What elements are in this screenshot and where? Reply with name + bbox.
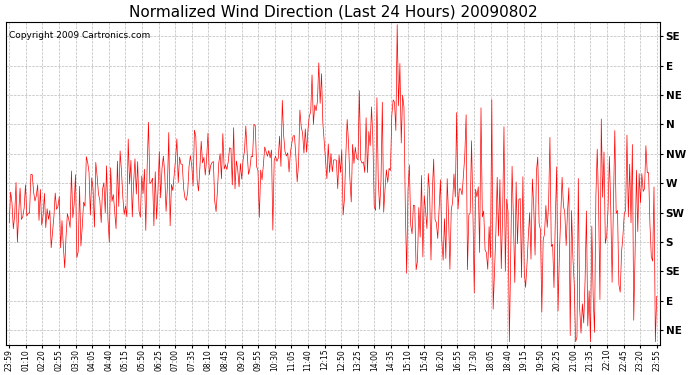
Title: Normalized Wind Direction (Last 24 Hours) 20090802: Normalized Wind Direction (Last 24 Hours… <box>128 4 538 19</box>
Text: Copyright 2009 Cartronics.com: Copyright 2009 Cartronics.com <box>9 32 150 40</box>
